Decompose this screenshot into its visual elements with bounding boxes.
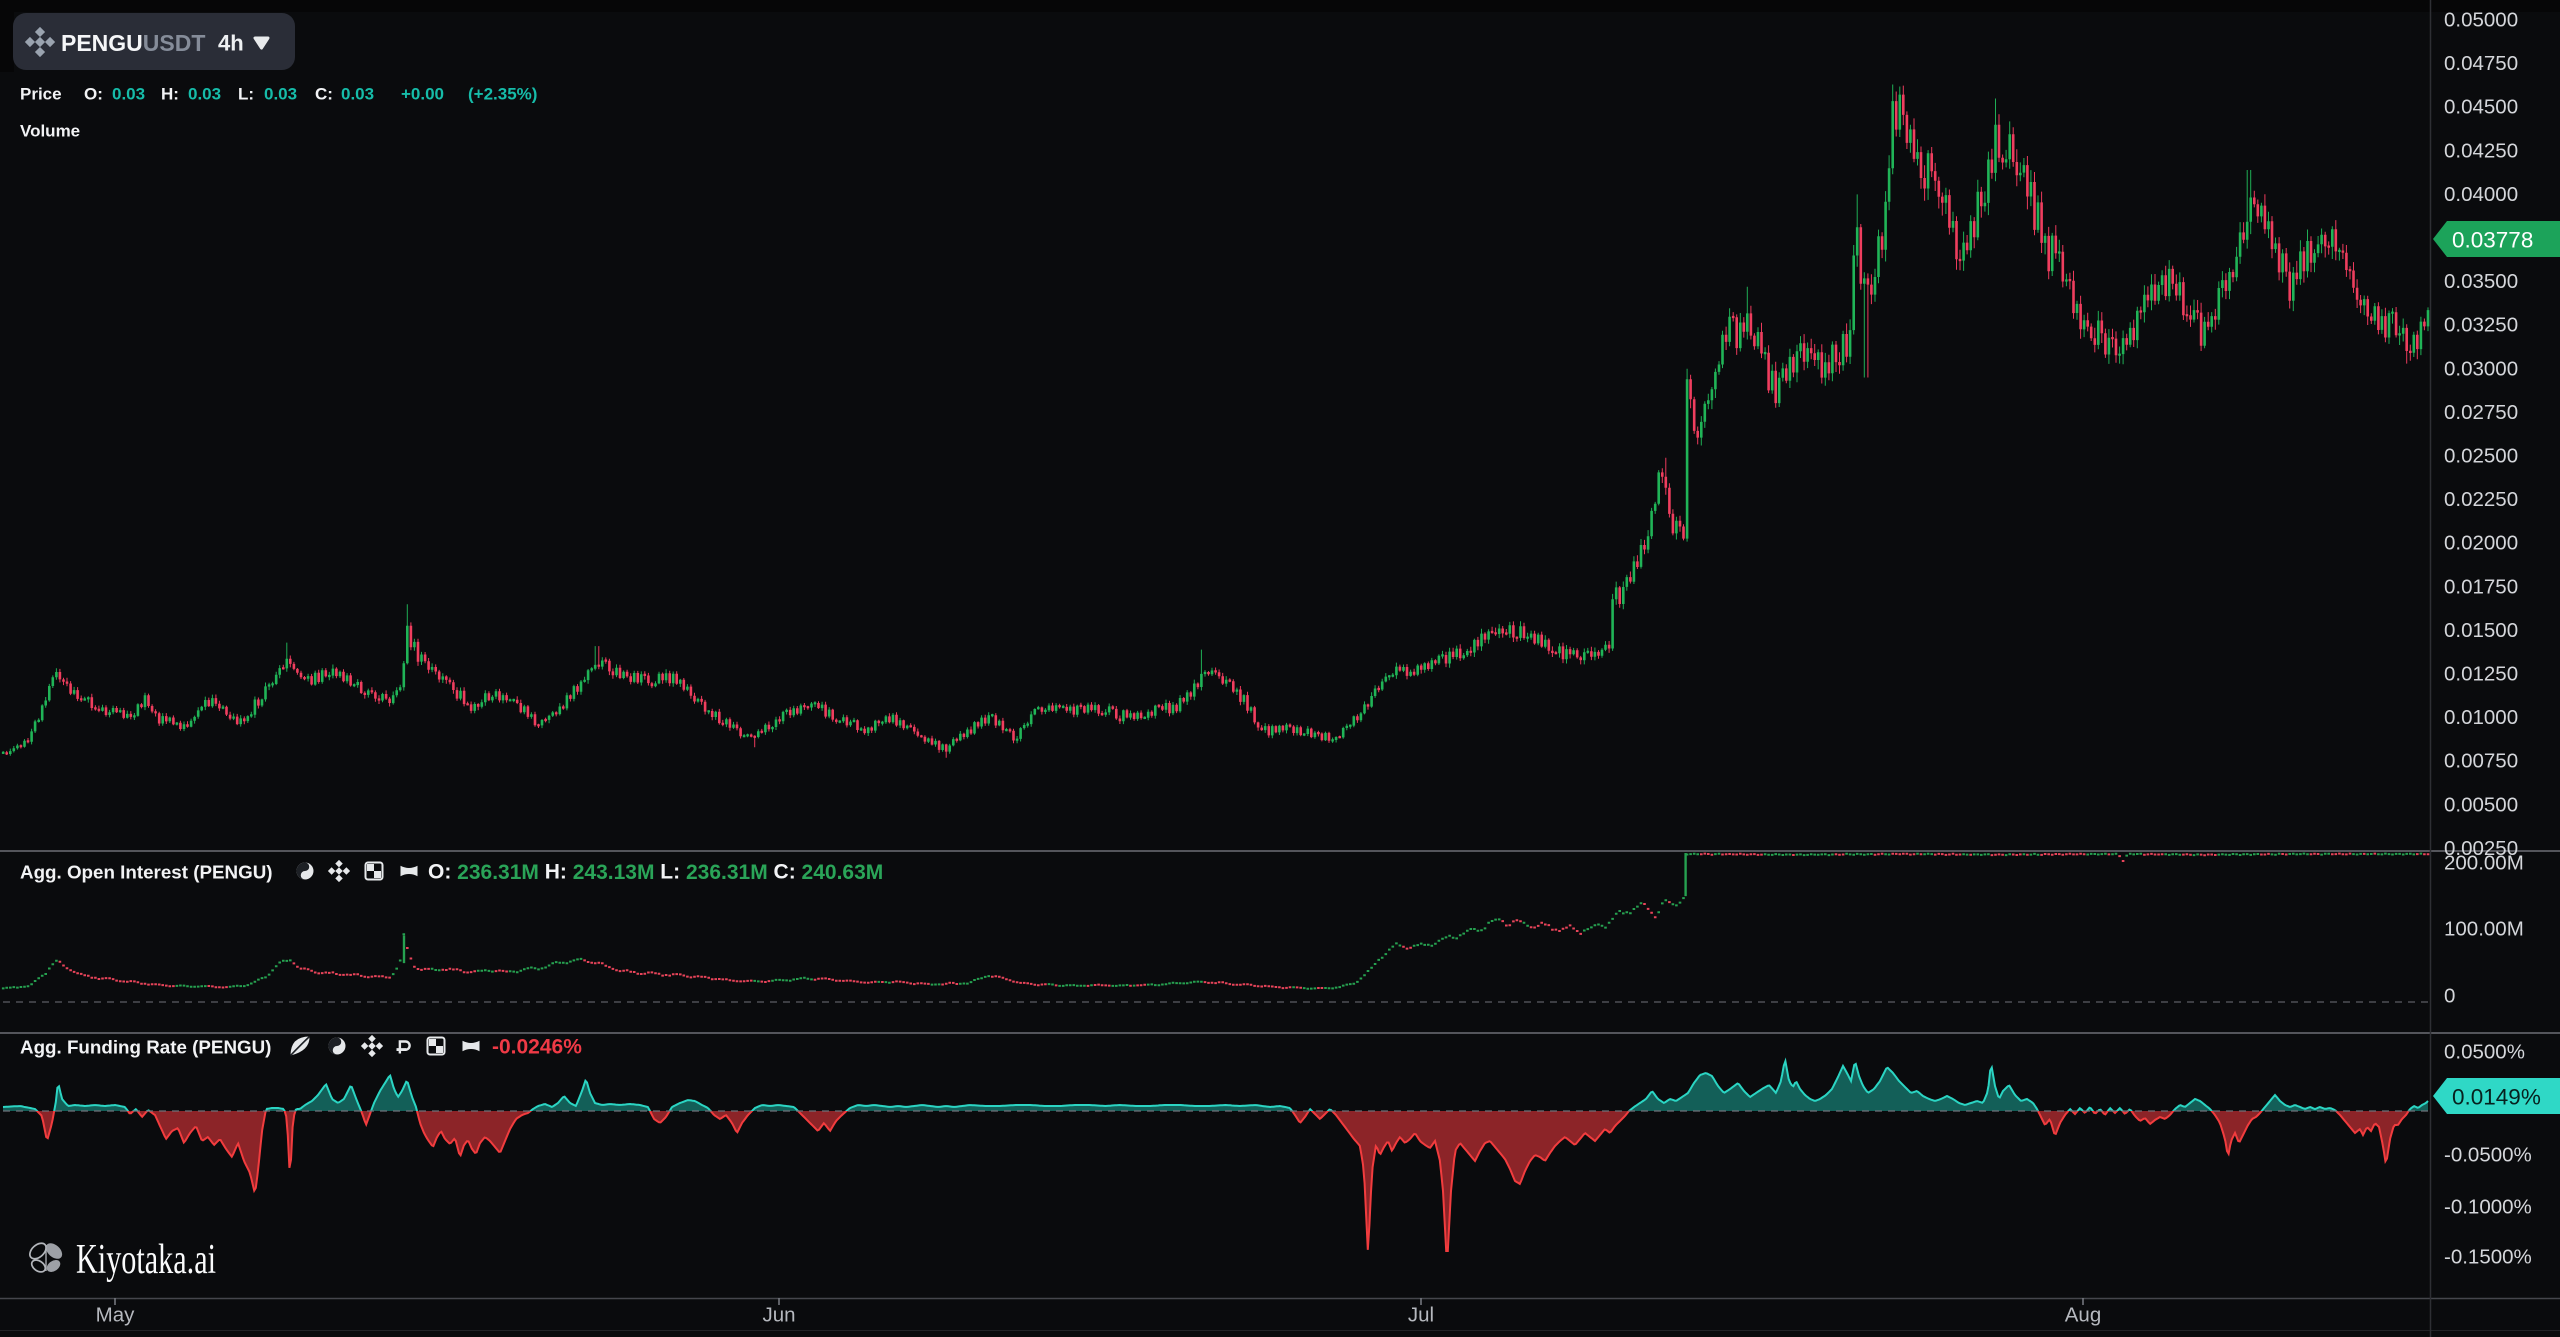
- svg-text:Jun: Jun: [762, 1304, 795, 1327]
- svg-text:(+2.35%): (+2.35%): [468, 85, 537, 104]
- svg-text:0.00250: 0.00250: [2444, 837, 2518, 860]
- svg-text:0.03250: 0.03250: [2444, 314, 2518, 337]
- svg-text:100.00M: 100.00M: [2444, 918, 2524, 941]
- svg-text:0.03: 0.03: [264, 85, 297, 104]
- svg-text:+0.00: +0.00: [401, 85, 444, 104]
- svg-text:-0.1000%: -0.1000%: [2444, 1196, 2532, 1219]
- svg-text:0.01500: 0.01500: [2444, 619, 2518, 642]
- svg-text:O:: O:: [84, 85, 103, 104]
- svg-text:0.02500: 0.02500: [2444, 445, 2518, 468]
- svg-text:O: 236.31M H: 243.13M L: 236.3: O: 236.31M H: 243.13M L: 236.31M C: 240.…: [428, 861, 883, 884]
- svg-text:0.0149%: 0.0149%: [2452, 1085, 2541, 1110]
- svg-text:0.03: 0.03: [341, 85, 374, 104]
- svg-text:Jul: Jul: [1408, 1304, 1434, 1327]
- svg-text:0.02750: 0.02750: [2444, 401, 2518, 424]
- svg-text:4h: 4h: [218, 31, 244, 56]
- svg-text:0.00750: 0.00750: [2444, 750, 2518, 773]
- svg-text:L:: L:: [238, 85, 254, 104]
- svg-text:H:: H:: [161, 85, 179, 104]
- svg-text:200.00M: 200.00M: [2444, 852, 2524, 875]
- svg-text:0.04750: 0.04750: [2444, 52, 2518, 75]
- svg-text:0.05000: 0.05000: [2444, 9, 2518, 32]
- svg-text:0.01000: 0.01000: [2444, 706, 2518, 729]
- svg-text:0.03000: 0.03000: [2444, 357, 2518, 380]
- svg-text:Agg. Open Interest (PENGU): Agg. Open Interest (PENGU): [20, 862, 273, 883]
- svg-text:-0.0246%: -0.0246%: [492, 1036, 582, 1059]
- svg-text:0.02000: 0.02000: [2444, 532, 2518, 555]
- svg-text:0.00500: 0.00500: [2444, 793, 2518, 816]
- svg-text:0.0500%: 0.0500%: [2444, 1041, 2525, 1064]
- svg-text:Agg. Funding Rate (PENGU): Agg. Funding Rate (PENGU): [20, 1037, 271, 1058]
- svg-text:Price: Price: [20, 85, 62, 104]
- svg-text:0.03778: 0.03778: [2452, 228, 2533, 253]
- svg-text:0.03: 0.03: [112, 85, 145, 104]
- svg-text:-0.0500%: -0.0500%: [2444, 1144, 2532, 1167]
- svg-text:May: May: [96, 1304, 135, 1327]
- svg-text:Volume: Volume: [20, 122, 80, 141]
- svg-text:0.02250: 0.02250: [2444, 488, 2518, 511]
- svg-text:0.03: 0.03: [188, 85, 221, 104]
- svg-text:0.01250: 0.01250: [2444, 663, 2518, 686]
- svg-text:0.04250: 0.04250: [2444, 139, 2518, 162]
- svg-text:PENGUUSDT: PENGUUSDT: [61, 30, 205, 56]
- svg-text:0.04500: 0.04500: [2444, 96, 2518, 119]
- svg-text:0: 0: [2444, 985, 2455, 1008]
- svg-text:0.03500: 0.03500: [2444, 270, 2518, 293]
- svg-text:C:: C:: [315, 85, 333, 104]
- svg-text:0.04000: 0.04000: [2444, 183, 2518, 206]
- svg-text:0.01750: 0.01750: [2444, 575, 2518, 598]
- svg-text:Kiyotaka.ai: Kiyotaka.ai: [76, 1237, 216, 1283]
- svg-text:Aug: Aug: [2065, 1304, 2101, 1327]
- svg-text:-0.1500%: -0.1500%: [2444, 1246, 2532, 1269]
